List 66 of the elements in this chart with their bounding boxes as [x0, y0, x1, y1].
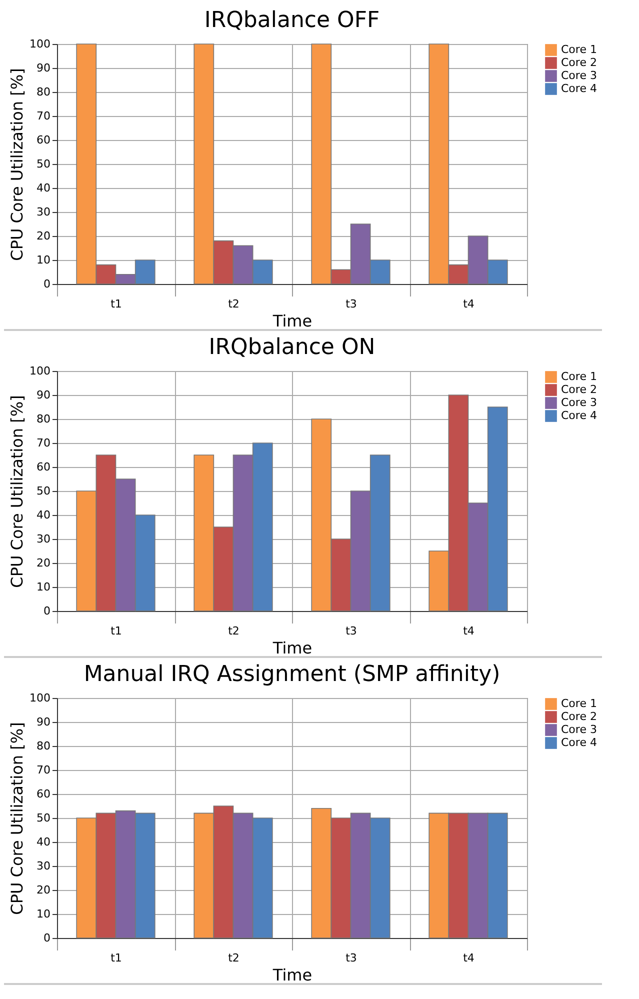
x-axis-title: Time [272, 966, 312, 984]
x-tick-label: t4 [463, 952, 474, 964]
y-tick-label: 0 [44, 604, 50, 618]
y-axis-title: CPU Core Utilization [%] [8, 722, 27, 915]
y-tick-label: 10 [36, 580, 50, 594]
y-tick-label: 80 [36, 86, 50, 98]
y-tick-label: 100 [30, 692, 50, 704]
y-tick-label: 40 [36, 508, 50, 522]
x-axis-title: Time [272, 312, 312, 330]
y-tick-label: 80 [36, 740, 50, 752]
x-tick-label: t3 [346, 298, 357, 310]
x-tick-label: t2 [228, 952, 240, 964]
x-axis-title: Time [272, 638, 312, 658]
x-tick-label: t2 [228, 298, 240, 310]
y-tick-label: 60 [36, 788, 50, 800]
legend-label: Core 4 [561, 82, 597, 95]
y-tick-label: 20 [36, 884, 50, 896]
y-tick-label: 70 [36, 110, 50, 122]
y-tick-label: 70 [36, 764, 50, 776]
y-tick-label: 50 [36, 158, 50, 170]
y-tick-label: 20 [36, 556, 50, 570]
y-tick-label: 40 [36, 182, 50, 194]
y-axis-title: CPU Core Utilization [%] [8, 68, 27, 261]
x-tick-label: t3 [346, 624, 357, 638]
legend-label: Core 3 [561, 723, 597, 736]
x-tick-label: t4 [463, 624, 474, 638]
y-tick-label: 50 [36, 484, 50, 498]
y-tick-label: 0 [44, 932, 50, 944]
legend-label: Core 4 [561, 409, 597, 422]
y-tick-label: 100 [30, 38, 50, 50]
y-axis-title: CPU Core Utilization [%] [8, 395, 27, 588]
x-tick-label: t4 [463, 298, 474, 310]
legend-label: Core 4 [561, 736, 597, 749]
y-tick-label: 30 [36, 860, 50, 872]
legend-label: Core 1 [561, 43, 597, 56]
legend-label: Core 2 [561, 56, 597, 69]
legend-label: Core 3 [561, 69, 597, 82]
chart-title: Manual IRQ Assignment (SMP affinity) [84, 662, 500, 687]
chart-title: IRQbalance ON [208, 335, 376, 360]
y-tick-label: 10 [36, 908, 50, 920]
legend-label: Core 2 [561, 383, 597, 396]
y-tick-label: 70 [36, 436, 50, 450]
x-tick-label: t3 [346, 952, 357, 964]
x-tick-label: t1 [110, 298, 122, 310]
y-tick-label: 90 [36, 388, 50, 402]
legend-label: Core 2 [561, 710, 597, 723]
y-tick-label: 50 [36, 812, 50, 824]
y-tick-label: 0 [44, 278, 50, 290]
legend-label: Core 3 [561, 396, 597, 409]
y-tick-label: 30 [36, 532, 50, 546]
y-tick-label: 10 [36, 254, 50, 266]
y-tick-label: 40 [36, 836, 50, 848]
y-tick-label: 90 [36, 62, 50, 74]
x-tick-label: t1 [110, 624, 122, 638]
y-tick-label: 90 [36, 716, 50, 728]
legend-label: Core 1 [561, 697, 597, 710]
y-tick-label: 30 [36, 206, 50, 218]
x-tick-label: t2 [228, 624, 240, 638]
y-tick-label: 20 [36, 230, 50, 242]
chart-title: IRQbalance OFF [204, 8, 380, 33]
x-tick-label: t1 [110, 952, 122, 964]
y-tick-label: 60 [36, 134, 50, 146]
legend-label: Core 1 [561, 370, 597, 383]
y-tick-label: 60 [36, 460, 50, 474]
y-tick-label: 80 [36, 412, 50, 426]
y-tick-label: 100 [30, 364, 50, 378]
